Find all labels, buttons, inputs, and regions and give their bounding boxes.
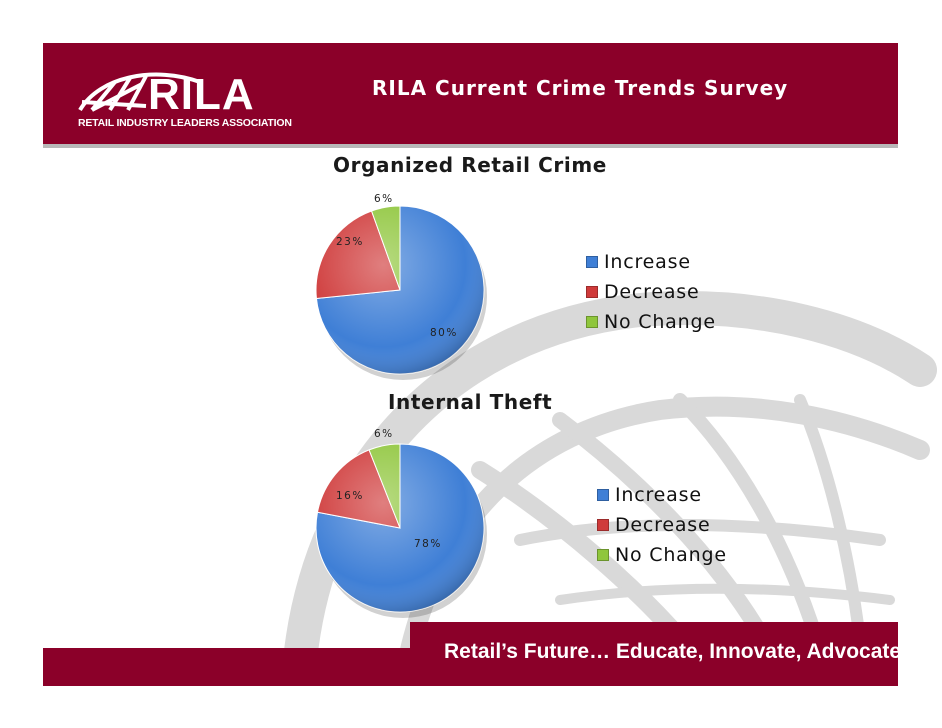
legend-swatch-increase xyxy=(586,256,598,268)
legend-item-increase: Increase xyxy=(586,247,716,277)
legend-swatch-decrease xyxy=(597,519,609,531)
pie-gloss xyxy=(316,444,484,612)
pie-label-increase: 80% xyxy=(430,327,458,339)
legend-swatch-no-change xyxy=(597,549,609,561)
footer-tagline: Retail’s Future… Educate, Innovate, Advo… xyxy=(444,640,902,663)
legend-swatch-decrease xyxy=(586,286,598,298)
pie-label-decrease: 16% xyxy=(336,490,364,502)
pie-label-decrease: 23% xyxy=(336,236,364,248)
pie-chart-organized-retail-crime xyxy=(315,205,487,380)
pie-label-no-change: 6% xyxy=(374,428,394,440)
pie-label-no-change: 6% xyxy=(374,193,394,205)
chart-title-organized-retail-crime: Organized Retail Crime xyxy=(333,153,607,177)
footer-band xyxy=(43,648,898,686)
rila-logo-icon xyxy=(78,72,201,112)
legend-item-increase: Increase xyxy=(597,480,727,510)
legend-organized-retail-crime: Increase Decrease No Change xyxy=(586,247,716,337)
slide-title: RILA Current Crime Trends Survey xyxy=(372,76,789,100)
pie-label-increase: 78% xyxy=(414,538,442,550)
legend-item-no-change: No Change xyxy=(597,540,727,570)
pie-gloss xyxy=(316,206,484,374)
logo-word: RILA xyxy=(148,70,255,119)
legend-internal-theft: Increase Decrease No Change xyxy=(597,480,727,570)
pie-chart-internal-theft xyxy=(315,443,487,618)
legend-item-decrease: Decrease xyxy=(597,510,727,540)
chart-title-internal-theft: Internal Theft xyxy=(388,390,553,414)
footer-band-tab xyxy=(410,622,898,652)
header-band xyxy=(43,43,898,148)
legend-item-no-change: No Change xyxy=(586,307,716,337)
legend-item-decrease: Decrease xyxy=(586,277,716,307)
logo-tagline: RETAIL INDUSTRY LEADERS ASSOCIATION xyxy=(78,117,292,129)
legend-swatch-increase xyxy=(597,489,609,501)
legend-swatch-no-change xyxy=(586,316,598,328)
